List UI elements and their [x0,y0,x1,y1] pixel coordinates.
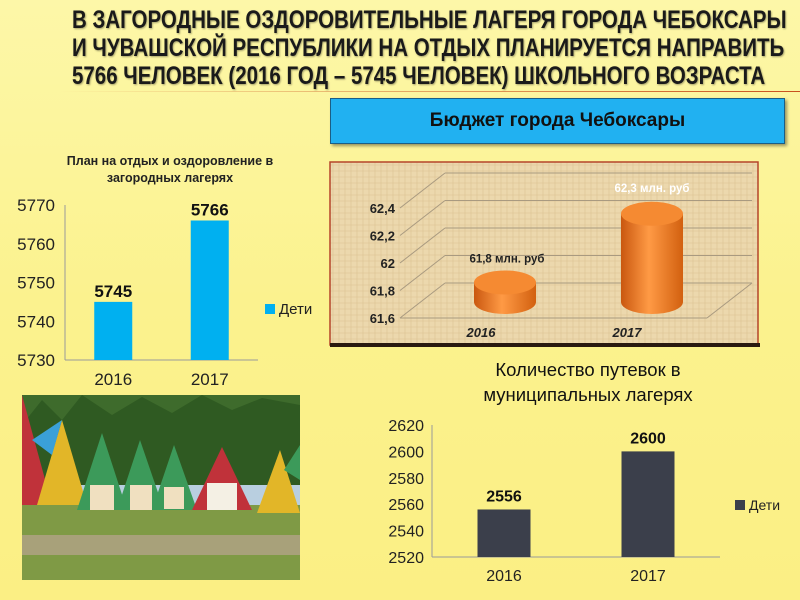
y-tick-label: 2540 [388,524,424,541]
legend-swatch [265,304,275,314]
divider [60,91,800,92]
grid-diagonal [399,282,446,319]
grid-diagonal [399,172,446,209]
title-line: И ЧУВАШСКОЙ РЕСПУБЛИКИ НА ОТДЫХ ПЛАНИРУЕ… [72,34,785,62]
y-tick-label: 5760 [17,235,55,254]
camp-houses-photo [22,395,300,580]
bar-2017 [621,451,675,557]
y-tick-label: 2620 [388,418,424,435]
data-label: 61,8 млн. руб [469,254,544,266]
y-tick-label: 62,2 [370,229,395,244]
chart-city-budget: 61,6 61,8 62 62,2 62,4 61,8 млн. руб 2016 62,3 … [329,161,760,347]
chart-title-line: загородных лагерях [107,171,233,185]
cylinder-2017 [621,213,683,314]
y-tick-label: 5770 [17,196,55,215]
floor-line [706,282,753,319]
chart-title-line: План на отдых и оздоровление в [67,154,274,168]
y-tick-label: 5740 [17,312,55,331]
chart-title-line: муниципальных лагерях [483,384,693,405]
budget-header-box: Бюджет города Чебоксары [330,98,785,144]
y-tick-label: 62,4 [370,201,396,216]
y-tick-label: 2600 [388,444,424,461]
y-tick-label: 5730 [17,351,55,370]
y-tick-label: 5750 [17,274,55,293]
cylinder-top [474,270,536,295]
y-tick-label: 61,6 [370,311,395,326]
cylinder-top [621,201,683,226]
x-tick-label: 2016 [486,568,522,585]
y-tick-label: 2580 [388,471,424,488]
y-tick-label: 61,8 [370,284,395,299]
bar-2016 [477,509,531,557]
chart-title-line: Количество путевок в [495,359,680,380]
title-line: В ЗАГОРОДНЫЕ ОЗДОРОВИТЕЛЬНЫЕ ЛАГЕРЯ ГОРО… [72,6,787,34]
x-tick-label: 2017 [630,568,666,585]
data-label: 2556 [486,488,522,505]
data-label: 5745 [94,282,132,301]
chart-shadow [330,343,760,347]
x-tick-label: 2017 [191,370,229,389]
x-tick-label: 2016 [466,325,497,340]
data-label: 5766 [191,201,229,220]
data-label: 2600 [630,430,666,447]
budget-label: Бюджет города Чебоксары [429,110,686,131]
legend-swatch [735,500,745,510]
y-tick-label: 2560 [388,497,424,514]
grid-diagonal [399,227,446,264]
data-label: 62,3 млн. руб [614,183,689,195]
y-tick-label: 2520 [388,550,424,567]
legend-label: Дети [749,497,780,513]
x-tick-label: 2016 [94,370,132,389]
grid-diagonal [399,255,446,291]
chart-camp-plan: План на отдых и оздоровление в загородны… [17,154,312,389]
chart-background [329,161,759,346]
grid-diagonal [399,200,446,236]
bar-2016 [94,301,133,360]
bar-2017 [190,220,229,360]
slide-title: В ЗАГОРОДНЫЕ ОЗДОРОВИТЕЛЬНЫЕ ЛАГЕРЯ ГОРО… [0,6,800,90]
title-line: 5766 ЧЕЛОВЕК (2016 ГОД – 5745 ЧЕЛОВЕК) Ш… [72,62,766,90]
y-tick-label: 62 [381,256,395,271]
legend-label: Дети [279,301,312,318]
x-tick-label: 2017 [612,325,643,340]
